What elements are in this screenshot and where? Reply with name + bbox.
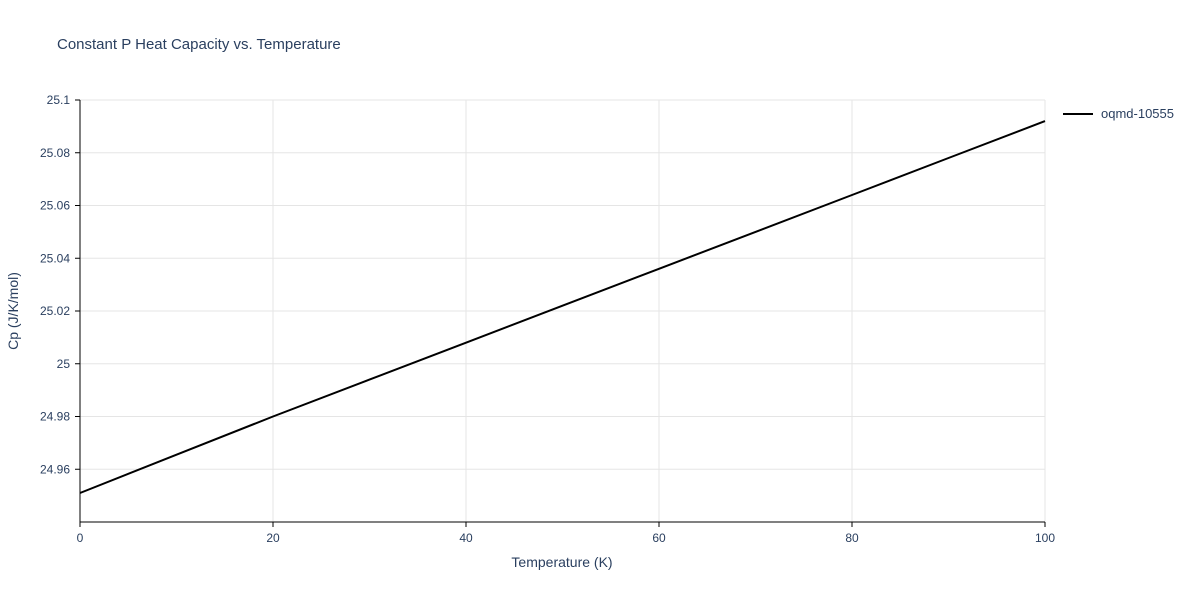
y-tick-label: 25.08 [40,146,70,160]
y-tick-label: 25 [57,357,71,371]
legend-line-sample [1063,112,1093,115]
x-tick-label: 20 [266,531,280,545]
y-tick-label: 25.02 [40,304,70,318]
x-tick-label: 80 [845,531,859,545]
legend-label: oqmd-10555 [1101,106,1174,121]
x-tick-label: 0 [77,531,84,545]
series-lines [79,120,1046,494]
x-tick-label: 100 [1035,531,1055,545]
x-tick-label: 40 [459,531,473,545]
y-gridlines [80,99,1045,470]
chart-title: Constant P Heat Capacity vs. Temperature [57,36,341,53]
x-tick-labels: 0 20 40 60 80 100 [77,531,1056,545]
y-tick-label: 24.98 [40,410,70,424]
y-tick-labels: 24.96 24.98 25 25.02 25.04 25.06 25.08 25.1 [40,93,70,476]
legend-item[interactable]: oqmd-10555 [1063,106,1174,121]
series-line [79,120,1046,494]
axis-ticks [75,99,1046,527]
x-tick-label: 60 [652,531,666,545]
y-axis-title: Cp (J/K/mol) [5,272,21,350]
y-tick-label: 25.04 [40,251,70,265]
y-tick-label: 24.96 [40,462,70,476]
x-axis-title: Temperature (K) [511,554,613,570]
y-tick-label: 25.06 [40,199,70,213]
y-tick-label: 25.1 [47,93,71,107]
